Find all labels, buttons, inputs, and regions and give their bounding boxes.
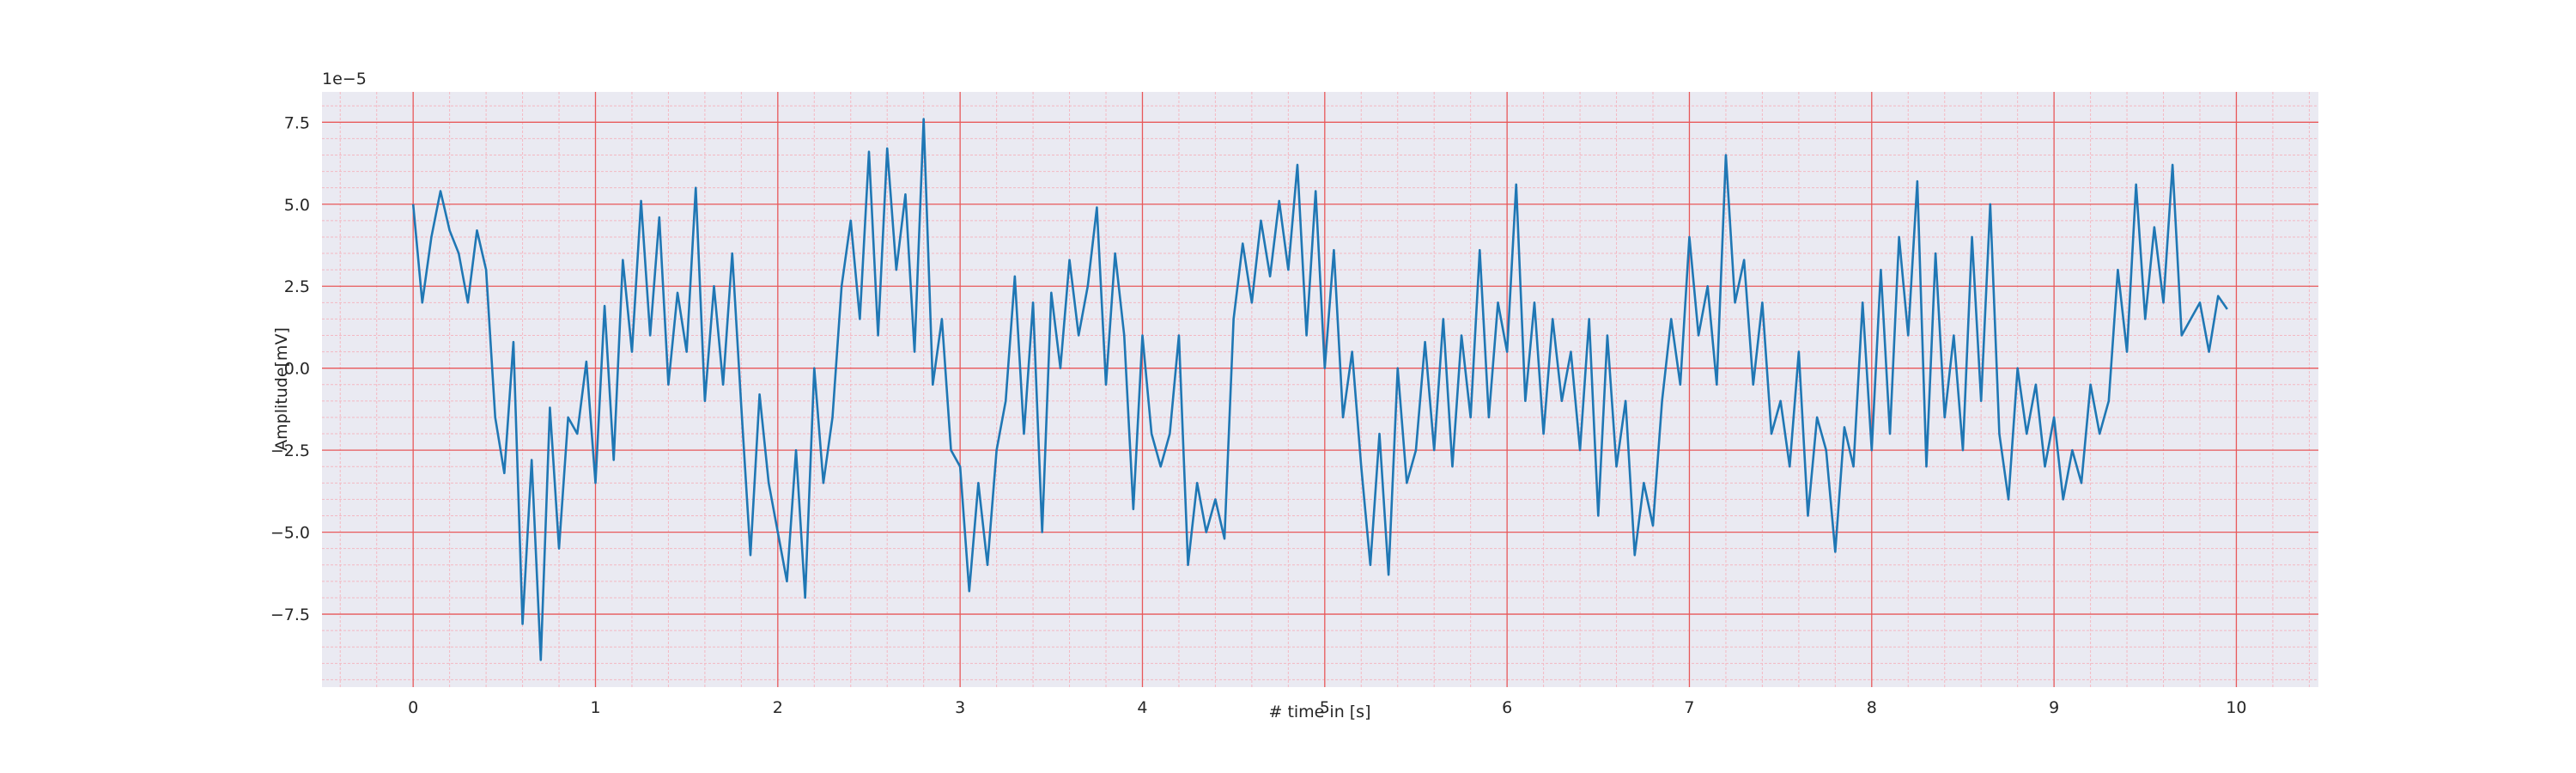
x-tick-label: 3	[955, 698, 965, 717]
y-tick-label: −7.5	[270, 606, 310, 624]
x-tick-label: 4	[1137, 698, 1147, 717]
x-tick-label: 8	[1867, 698, 1877, 717]
x-axis-label: # time in [s]	[1268, 703, 1370, 721]
x-tick-label: 9	[2049, 698, 2059, 717]
y-tick-label: −5.0	[270, 524, 310, 543]
x-tick-label: 1	[590, 698, 600, 717]
y-tick-label: 5.0	[284, 196, 310, 215]
y-offset-label: 1e−5	[322, 70, 367, 88]
x-tick-label: 7	[1684, 698, 1694, 717]
y-tick-label: 2.5	[284, 277, 310, 296]
signal-line	[411, 118, 2228, 661]
y-tick-label: −2.5	[270, 441, 310, 460]
x-tick-label: 2	[773, 698, 783, 717]
x-tick-label: 0	[408, 698, 418, 717]
plot-background	[322, 92, 2318, 687]
x-tick-label: 10	[2226, 698, 2246, 717]
x-tick-label: 6	[1502, 698, 1512, 717]
y-tick-label: 7.5	[284, 113, 310, 132]
y-axis-label: Amplitude[mV]	[272, 327, 291, 451]
x-tick-label: 5	[1320, 698, 1330, 717]
y-tick-label: 0.0	[284, 360, 310, 379]
